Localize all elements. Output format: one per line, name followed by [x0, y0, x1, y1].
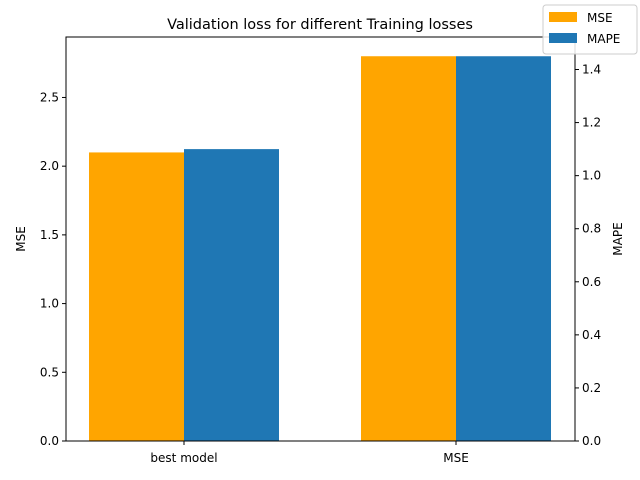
- bar-mape-0: [184, 149, 279, 441]
- bar-mape-1: [456, 56, 551, 441]
- legend-label-mape: MAPE: [587, 32, 620, 46]
- plot-frame: [65, 36, 576, 442]
- legend-swatch-mape: [549, 33, 577, 43]
- chart-title: Validation loss for different Training l…: [167, 17, 473, 33]
- left-tick-label: 0.5: [40, 365, 59, 379]
- right-tick-label: 1.4: [582, 63, 601, 77]
- right-tick-label: 1.0: [582, 169, 601, 183]
- left-tick-label: 1.5: [40, 228, 59, 242]
- left-tick-label: 1.0: [40, 297, 59, 311]
- left-axis: 0.0 0.5 1.0 1.5 2.0 2.5: [40, 90, 66, 448]
- x-axis: best model MSE: [150, 441, 469, 465]
- right-tick-label: 0.2: [582, 381, 601, 395]
- legend: MSE MAPE: [542, 4, 638, 55]
- right-tick-label: 1.2: [582, 116, 601, 130]
- right-tick-label: 0.8: [582, 222, 601, 236]
- bar-mse-0: [89, 152, 184, 441]
- legend-swatch-mse: [549, 12, 577, 22]
- right-axis: 0.0 0.2 0.4 0.6 0.8 1.0 1.2 1.4: [575, 63, 601, 448]
- right-tick-label: 0.4: [582, 328, 601, 342]
- bars-group: [89, 56, 551, 441]
- left-tick-label: 2.0: [40, 159, 59, 173]
- right-tick-label: 0.0: [582, 434, 601, 448]
- legend-label-mse: MSE: [587, 11, 613, 25]
- left-tick-label: 0.0: [40, 434, 59, 448]
- right-tick-label: 0.6: [582, 275, 601, 289]
- x-tick-label: best model: [150, 451, 217, 465]
- left-tick-label: 2.5: [40, 90, 59, 104]
- bar-mse-1: [361, 56, 456, 441]
- y2-axis-label: MAPE: [611, 222, 625, 255]
- x-tick-label: MSE: [443, 451, 469, 465]
- y-axis-label: MSE: [14, 226, 28, 252]
